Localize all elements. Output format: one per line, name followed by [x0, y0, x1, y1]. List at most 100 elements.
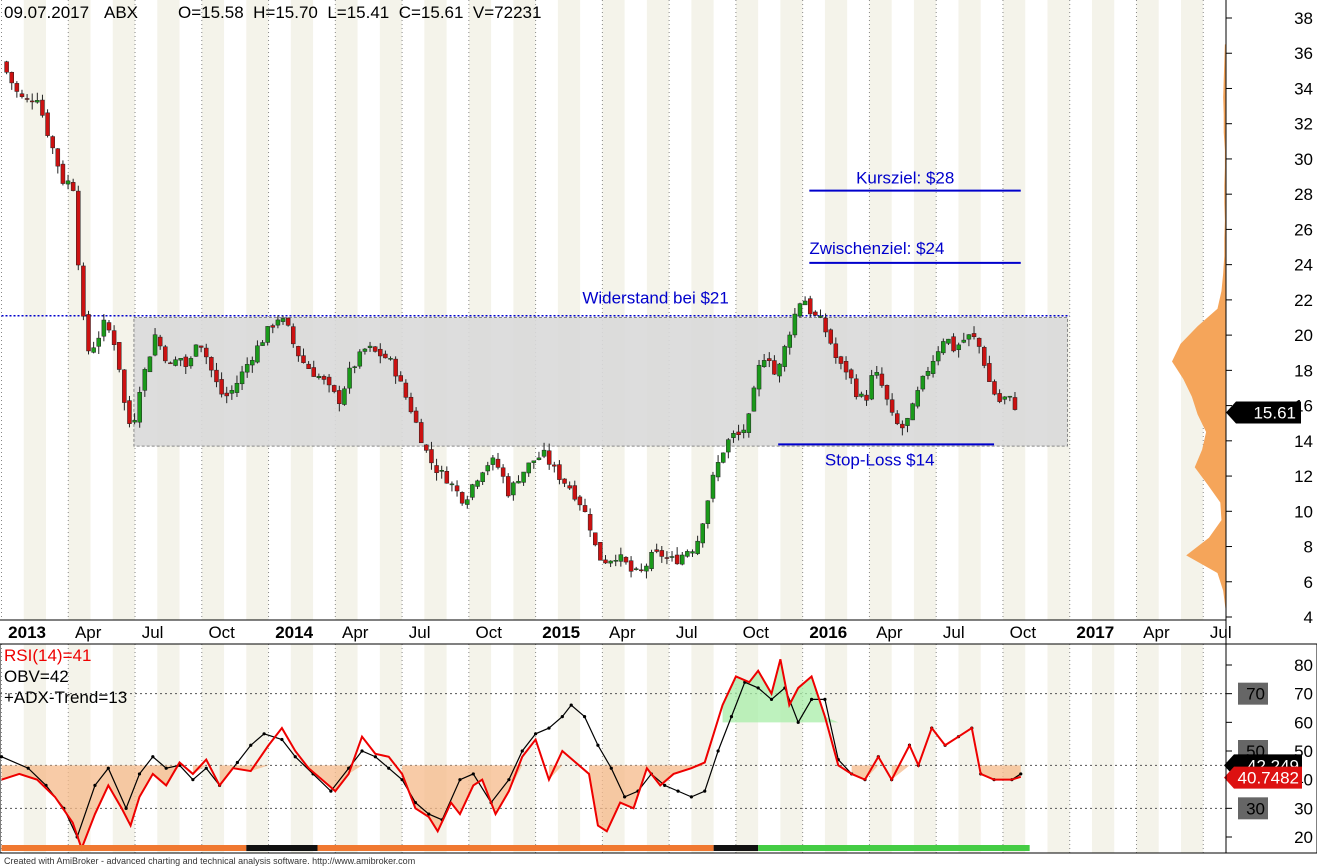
footer-credit: Created with AmiBroker - advanced charti…: [4, 856, 415, 866]
candle-body: [40, 99, 45, 116]
candle-body: [198, 345, 204, 348]
candle-body: [603, 559, 608, 564]
candle-body: [173, 359, 178, 366]
x-axis-label: Jul: [676, 623, 698, 642]
x-axis-label: Jul: [142, 623, 164, 642]
candle-body: [669, 556, 675, 558]
candle-body: [521, 471, 526, 483]
candle-body: [19, 93, 25, 97]
candle-body: [659, 550, 665, 557]
month-band: [290, 0, 314, 620]
obv-point: [769, 697, 774, 702]
candle-body: [178, 358, 183, 361]
candle-body: [685, 551, 690, 557]
candle-body: [81, 265, 86, 317]
candle-body: [439, 470, 444, 472]
adx-trend-bar: [1, 845, 1030, 851]
candle-body: [96, 337, 102, 347]
obv-point: [623, 795, 627, 799]
candle-body: [393, 358, 398, 377]
candle-body: [767, 358, 772, 361]
candle-body: [562, 478, 567, 484]
candle-body: [337, 390, 342, 404]
candle-body: [86, 314, 91, 352]
candle-body: [147, 356, 153, 373]
candle-body: [291, 326, 296, 345]
price-tick-label: 14: [1294, 432, 1313, 451]
obv-point: [569, 703, 573, 707]
x-axis-labels: 2013 Apr Jul Oct 2014 Apr Jul Oct 2015 Apr Jul Oct 2…: [8, 623, 1231, 642]
volume-profile: [1172, 44, 1226, 609]
candle-body: [465, 499, 470, 505]
candle-body: [362, 348, 368, 352]
candle-body: [649, 552, 654, 569]
candle-body: [454, 485, 460, 492]
volume-profile-area: [1172, 44, 1226, 609]
obv-point: [703, 789, 707, 793]
price-tick-label: 30: [1294, 150, 1313, 169]
candle-body: [526, 462, 531, 474]
candle-body: [444, 471, 450, 484]
price-tick-label: 6: [1304, 573, 1313, 592]
candle-body: [930, 360, 936, 374]
candle-body: [137, 392, 142, 423]
x-axis-label: 2014: [275, 623, 313, 642]
candle-body: [4, 61, 9, 73]
candle-body: [807, 298, 813, 315]
x-axis-label: 2015: [542, 623, 580, 642]
candle-body: [925, 371, 931, 376]
candle-body: [101, 319, 107, 337]
candle-body: [413, 410, 419, 423]
month-band: [1002, 0, 1026, 620]
indicator-tick-label: 60: [1294, 713, 1313, 732]
candle-body: [301, 355, 306, 363]
x-axis-label: 2017: [1076, 623, 1114, 642]
candle-body: [674, 554, 680, 565]
obv-point: [413, 801, 418, 805]
candle-body: [536, 457, 542, 460]
vertical-gridlines: [1, 0, 1204, 853]
candle-body: [987, 363, 992, 382]
month-band: [468, 0, 492, 620]
candle-body: [802, 300, 808, 306]
month-band: [201, 644, 225, 853]
month-band: [1180, 644, 1204, 853]
candle-body: [772, 360, 777, 375]
candle-body: [255, 345, 260, 363]
candle-body: [316, 376, 322, 379]
candle-body: [347, 367, 352, 389]
month-band: [379, 0, 403, 620]
candle-body: [777, 363, 782, 377]
obv-point: [756, 686, 760, 690]
candle-body: [736, 431, 741, 435]
header-symbol: ABX: [104, 3, 138, 22]
candle-body: [495, 458, 501, 468]
candle-body: [60, 163, 66, 184]
horizontal-levels: [1, 189, 1070, 446]
obv-point: [400, 778, 404, 782]
candle-body: [91, 347, 96, 353]
candle-body: [326, 376, 332, 386]
candle-body: [843, 361, 849, 373]
obv-point: [663, 783, 667, 788]
month-band: [1091, 0, 1115, 620]
x-axis-label: 2016: [809, 623, 847, 642]
candle-body: [900, 423, 905, 429]
candle-body: [403, 382, 409, 398]
candle-body: [50, 136, 55, 149]
candle-body: [388, 358, 393, 360]
candle-body: [45, 112, 50, 136]
price-tick-label: 32: [1294, 115, 1313, 134]
indicator-tick-label: 30: [1294, 799, 1313, 818]
candle-body: [470, 484, 475, 498]
candle-body: [859, 393, 864, 397]
candle-body: [582, 505, 588, 512]
candle-body: [971, 333, 977, 337]
obv-point: [373, 755, 377, 759]
candle-body: [818, 315, 823, 318]
candle-body: [1012, 397, 1018, 410]
price-tick-label: 36: [1294, 44, 1313, 63]
candle-body: [731, 433, 736, 438]
candle-body: [14, 83, 20, 92]
obv-point: [137, 772, 142, 776]
